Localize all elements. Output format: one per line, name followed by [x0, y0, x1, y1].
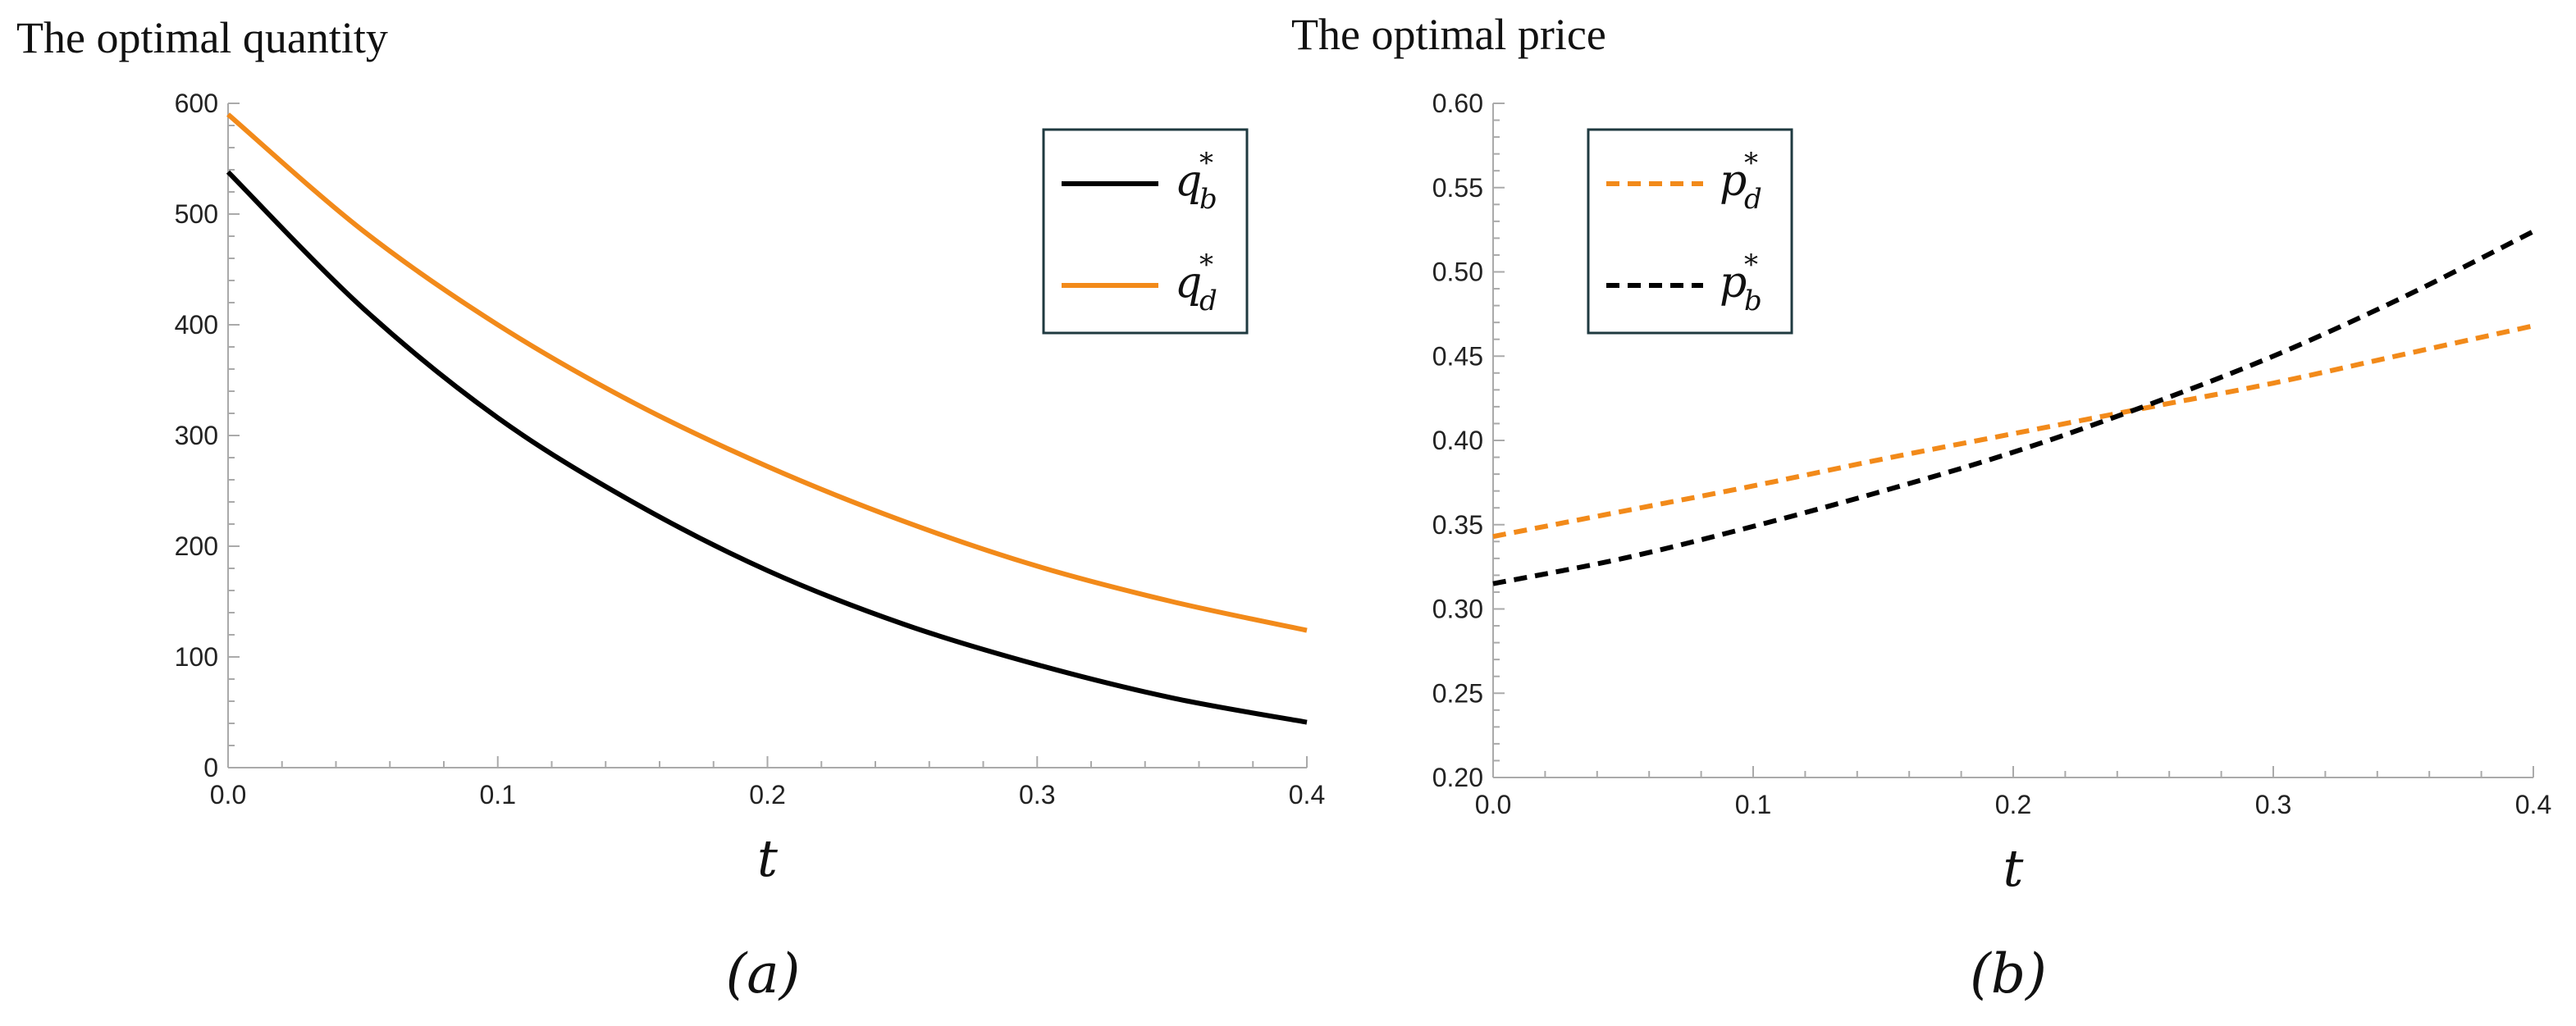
series-line-q-d — [226, 112, 1308, 633]
legend-label-sup: * — [1744, 249, 1758, 281]
legend-label-symbol: q — [1175, 157, 1202, 206]
y-tick-label: 600 — [175, 89, 218, 118]
x-tick-label: 0.1 — [480, 780, 516, 809]
legend-label-symbol: p — [1720, 157, 1747, 206]
x-tick-label: 0.0 — [210, 780, 246, 809]
panel-caption: (a) — [726, 942, 801, 1005]
legend-label-sub: d — [1744, 183, 1762, 216]
x-tick-label: 0.3 — [2255, 790, 2291, 819]
legend-label-sub: b — [1199, 183, 1217, 216]
x-tick-label: 0.4 — [2515, 790, 2551, 819]
legend-label-sup: * — [1199, 147, 1213, 180]
y-tick-label: 0.45 — [1432, 341, 1483, 371]
x-tick-label: 0.1 — [1735, 790, 1771, 819]
y-tick-label: 0.40 — [1432, 426, 1483, 455]
series-line-p-d — [1492, 323, 2534, 540]
y-tick-label: 0.25 — [1432, 678, 1483, 708]
legend-label-sub: d — [1199, 285, 1217, 317]
chart-title: The optimal quantity — [16, 13, 388, 62]
legend-label-symbol: q — [1175, 258, 1202, 308]
y-tick-label: 400 — [175, 310, 218, 340]
chart-panel-1: The optimal quantity 0.0 0.1 0.2 0.3 0.4 0 100 2… — [16, 13, 1325, 1005]
legend-box — [1042, 128, 1249, 335]
y-tick-label: 100 — [175, 642, 218, 672]
legend-label-symbol: p — [1720, 258, 1747, 308]
x-tick-label: 0.0 — [1475, 790, 1511, 819]
y-tick-label: 500 — [175, 199, 218, 229]
legend-label-sup: * — [1744, 147, 1758, 180]
y-tick-label: 0.50 — [1432, 258, 1483, 287]
y-tick-label: 0.20 — [1432, 763, 1483, 792]
x-tick-label: 0.2 — [749, 780, 785, 809]
legend-label-sub: b — [1744, 285, 1762, 317]
x-axis-label: t — [2003, 838, 2024, 898]
series-line-p-b — [1492, 229, 2535, 586]
chart-panel-2: The optimal price 0.0 0.1 0.2 0.3 0.4 0.20 0.25… — [1291, 10, 2551, 1005]
y-tick-label: 300 — [175, 421, 218, 450]
panel-caption: (b) — [1970, 942, 2047, 1005]
y-tick-label: 0.60 — [1432, 89, 1483, 118]
y-tick-label: 200 — [175, 531, 218, 561]
legend-box — [1587, 128, 1793, 335]
y-tick-label: 0 — [203, 753, 218, 782]
series-line-q-b — [226, 170, 1308, 725]
y-tick-label: 0.30 — [1432, 595, 1483, 624]
y-tick-label: 0.35 — [1432, 510, 1483, 540]
legend-label-sup: * — [1199, 249, 1213, 281]
x-tick-label: 0.4 — [1289, 780, 1325, 809]
x-tick-label: 0.2 — [1995, 790, 2031, 819]
legend: qb*qd* — [1042, 128, 1249, 335]
legend: pd*pb* — [1587, 128, 1793, 335]
chart-title: The optimal price — [1291, 10, 1606, 59]
y-tick-label: 0.55 — [1432, 173, 1483, 203]
x-axis-label: t — [757, 828, 778, 888]
x-tick-label: 0.3 — [1019, 780, 1055, 809]
